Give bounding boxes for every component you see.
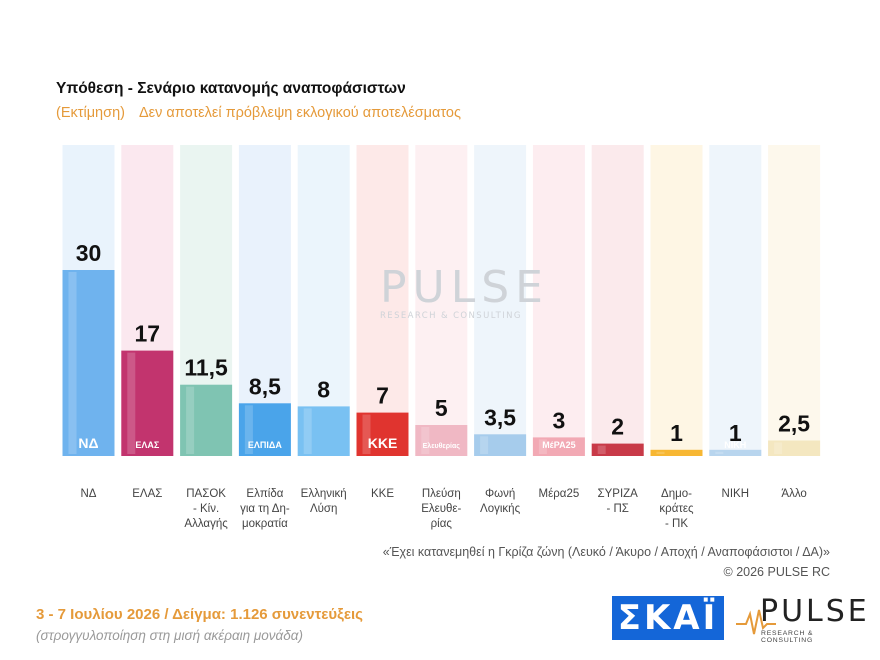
column-background: [650, 145, 703, 456]
category-label: Δημο-: [661, 488, 692, 500]
category-label: ΠΑΣΟΚ: [186, 488, 226, 500]
party-logo: Ελευθερίας: [423, 442, 461, 450]
column-background: [356, 145, 409, 456]
category-label: ΝΔ: [81, 488, 97, 500]
bar: [238, 403, 291, 456]
column-background: [474, 145, 527, 456]
value-label: 1: [670, 420, 683, 446]
value-label: 7: [376, 383, 389, 409]
value-label: 2,5: [778, 411, 810, 437]
pulse-logo-text: PULSE: [760, 594, 870, 629]
value-label: 1: [729, 420, 742, 446]
category-label: - ΠΣ: [606, 503, 628, 515]
category-label: κράτες: [659, 503, 694, 515]
survey-dates: 3 - 7 Ιουλίου 2026 / Δείγμα: 1.126 συνεν…: [36, 606, 363, 623]
category-label: - Κίν.: [193, 503, 219, 515]
subtitle-disclaimer: Δεν αποτελεί πρόβλεψη εκλογικού αποτελέσ…: [138, 105, 461, 121]
bar-highlight: [303, 408, 312, 454]
party-logo: ΚΚΕ: [368, 435, 398, 451]
value-label: 30: [76, 240, 102, 266]
value-label: 2: [611, 414, 624, 440]
category-label: Αλλαγής: [184, 518, 228, 530]
column-background: [709, 145, 762, 456]
category-label: - ΠΚ: [665, 518, 688, 530]
bar: [591, 443, 644, 456]
watermark-main: PULSE: [380, 262, 549, 313]
category-label: Φωνή: [485, 488, 515, 500]
pulse-logo-sub: RESEARCH & CONSULTING: [761, 630, 814, 644]
bar: [121, 350, 174, 456]
pulse-heartbeat-icon: [736, 609, 776, 635]
category-label: Λύση: [310, 503, 337, 515]
bar-highlight: [597, 445, 606, 454]
category-label: ΣΥΡΙΖΑ: [598, 488, 639, 500]
value-label: 8: [317, 376, 330, 402]
footnote: «Έχει κατανεμηθεί η Γκρίζα ζώνη (Λευκό /…: [383, 542, 830, 582]
bar: [62, 270, 115, 456]
value-label: 3: [553, 407, 566, 433]
value-label: 5: [435, 395, 448, 421]
bar: [709, 449, 762, 456]
category-label: Λογικής: [480, 503, 521, 515]
bar: [474, 434, 527, 456]
bar: [180, 384, 233, 456]
chart-subtitle: (Εκτίμηση) Δεν αποτελεί πρόβλεψη εκλογικο…: [56, 105, 461, 121]
pulse-logo: PULSE RESEARCH & CONSULTING: [736, 594, 867, 644]
bar-highlight: [774, 442, 783, 454]
category-label: ρίας: [431, 518, 453, 530]
party-logo: ΝΙΚΗ: [724, 440, 746, 450]
column-background: [591, 145, 644, 456]
bar-highlight: [538, 439, 547, 454]
bar: [532, 437, 585, 456]
value-label: 3,5: [484, 404, 516, 430]
skai-logo: ΣΚΑΪ: [612, 596, 724, 640]
pulse-watermark: PULSE RESEARCH & CONSULTING: [380, 262, 549, 321]
column-background: [415, 145, 468, 456]
column-background: [297, 145, 350, 456]
category-label: Ελληνική: [301, 488, 347, 500]
category-label: Μέρα25: [539, 488, 580, 500]
bar-highlight: [421, 427, 430, 454]
footnote-copyright: © 2026 PULSE RC: [723, 565, 830, 579]
bar: [297, 406, 350, 456]
column-background: [768, 145, 821, 456]
category-label: Πλεύση: [422, 488, 461, 500]
party-logo: ΜέΡΑ25: [542, 440, 575, 450]
bar-highlight: [715, 451, 724, 454]
value-label: 8,5: [249, 373, 281, 399]
bar-highlight: [656, 451, 665, 454]
party-logo: ΕΛΠΙΔΑ: [248, 440, 282, 450]
subtitle-estimate: (Εκτίμηση): [56, 105, 125, 121]
category-label: Ελευθε-: [421, 503, 461, 515]
category-label: Ελπίδα: [246, 488, 283, 500]
bar-highlight: [186, 386, 195, 454]
category-label: για τη Δη-: [240, 503, 290, 515]
bar: [650, 449, 703, 456]
category-label: ΕΛΑΣ: [132, 488, 162, 500]
category-label: ΝΙΚΗ: [722, 488, 749, 500]
bar-highlight: [127, 352, 136, 454]
chart-title: Υπόθεση - Σενάριο κατανομής αναποφάσιστω…: [56, 80, 406, 97]
party-logo: ΝΔ: [78, 435, 98, 451]
bar: [768, 440, 821, 456]
party-logo: ΕΛΑΣ: [135, 440, 160, 450]
rounding-note: (στρογγυλοποίηση στη μισή ακέραιη μονάδα…: [36, 628, 303, 643]
bar-highlight: [362, 414, 371, 454]
category-label: ΚΚΕ: [371, 488, 394, 500]
value-label: 11,5: [184, 355, 228, 381]
category-label: μοκρατία: [242, 518, 288, 530]
value-label: 17: [135, 321, 161, 347]
bar-highlight: [68, 272, 77, 454]
category-label: Άλλο: [781, 488, 806, 500]
bar-highlight: [244, 405, 253, 454]
bar: [356, 412, 409, 456]
bar-highlight: [480, 436, 489, 454]
watermark-sub: RESEARCH & CONSULTING: [380, 311, 522, 321]
footnote-allocation: «Έχει κατανεμηθεί η Γκρίζα ζώνη (Λευκό /…: [382, 545, 830, 559]
bar: [415, 425, 468, 456]
column-background: [532, 145, 585, 456]
